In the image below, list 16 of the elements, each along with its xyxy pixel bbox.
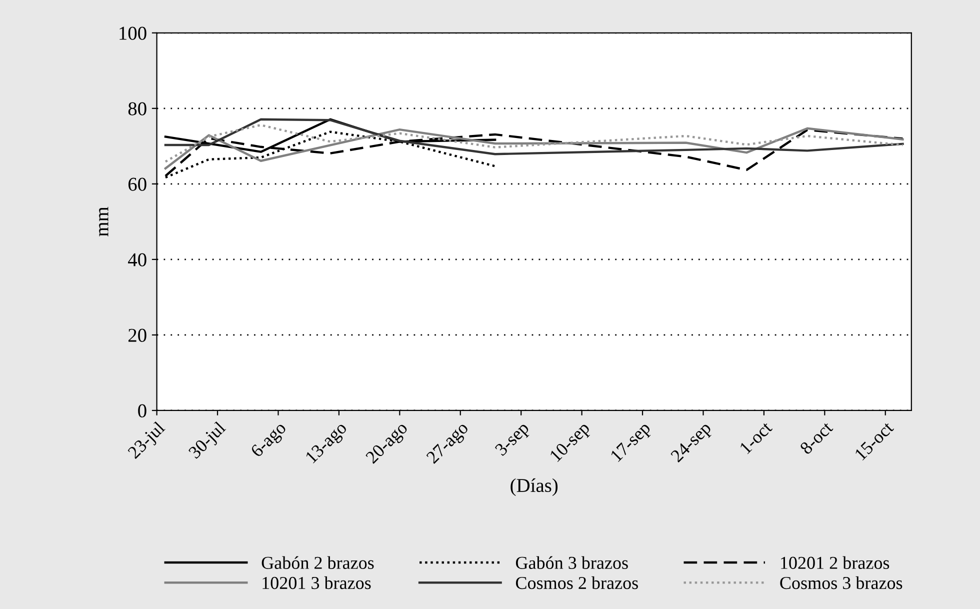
- y-tick-label: 0: [138, 404, 146, 418]
- y-tick-label: 100: [120, 26, 146, 40]
- legend-label: 10201 3 brazos: [262, 576, 371, 590]
- y-tick-label: 20: [128, 328, 146, 342]
- legend-label: Cosmos 3 brazos: [780, 576, 902, 590]
- y-tick-label: 80: [128, 102, 146, 116]
- y-tick-label: 40: [128, 253, 146, 266]
- legend-label: Gabón 2 brazos: [262, 556, 374, 569]
- y-axis-title: mm: [99, 206, 108, 236]
- legend-label: 10201 2 brazos: [781, 556, 890, 569]
- x-tick-label: 8-oct: [799, 420, 834, 455]
- x-axis-title: (Días): [510, 478, 558, 496]
- y-tick-label: 60: [128, 178, 146, 191]
- x-tick-label: 1-oct: [739, 420, 773, 454]
- legend-label: Gabón 3 brazos: [516, 556, 628, 569]
- legend-label: Cosmos 2 brazos: [516, 576, 638, 590]
